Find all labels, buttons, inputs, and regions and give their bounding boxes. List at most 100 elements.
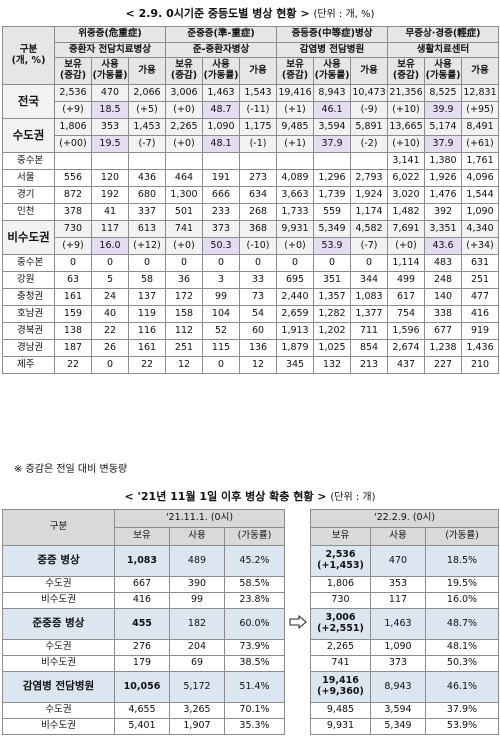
cell: 1,463 [202, 84, 240, 102]
cell [350, 152, 389, 170]
cell: 854 [350, 339, 389, 357]
cell: 373 [370, 655, 426, 672]
cell: 1,357 [313, 288, 352, 306]
cell: 455 [114, 608, 170, 640]
cell: 919 [461, 322, 500, 340]
cell: 437 [387, 356, 426, 374]
value: 1,463 [384, 617, 412, 629]
cell: 1,926 [424, 169, 463, 187]
cell: 104 [202, 305, 240, 323]
cell: 416 [114, 592, 170, 609]
cell: 16.0% [424, 592, 500, 609]
cell: 227 [424, 356, 463, 374]
cell: 13,665 [387, 118, 426, 136]
cell: 8,491 [461, 118, 500, 136]
title: < '21년 11월 1일 이후 병상 확충 현황 > (단위 : 개) [0, 488, 500, 504]
header-row: 구분 '21.11.1. (0시) '22.2.9. (0시) [2, 509, 500, 546]
column-header: 사용 (가동률) [91, 57, 129, 85]
cell: 136 [238, 339, 278, 357]
sub-row: 호남권 159 40 119 158 104 54 2,659 1,282 1,377 754 338… [2, 305, 500, 323]
row-label: 전국 [2, 84, 55, 119]
row-label: 감염병 전담병원 [2, 671, 115, 703]
cell: 1,913 [276, 322, 315, 340]
cell: 2,265 [310, 639, 371, 656]
header-row: 중환자 전담치료병상 준-중환자병상 감염병 전담병원 생활치료센터 [3, 42, 500, 58]
cell: (+0) [165, 237, 203, 255]
cell: 344 [350, 271, 389, 289]
cell: 634 [238, 186, 278, 204]
cell: 730 [54, 220, 92, 238]
cell: 37.9 [424, 135, 463, 153]
column-header: 보유 (증감) [276, 57, 315, 85]
cell: 353 [370, 576, 426, 593]
value: 470 [388, 554, 408, 566]
gap [284, 608, 311, 640]
row-label: 비수도권 [2, 220, 55, 255]
cell: 0 [202, 356, 240, 374]
cell [128, 152, 166, 170]
cell: 3,006 [165, 84, 203, 102]
cell: 1,739 [313, 186, 352, 204]
value: 3,594 [384, 704, 412, 716]
change-row: (+9) 16.0 (+12) (+0) 50.3 (-10) (+0) 53.9 (-7) (+… [3, 237, 500, 255]
cell: 112 [165, 322, 203, 340]
value: 16.0% [446, 594, 478, 606]
row-label: 수도권 [2, 118, 55, 153]
cell: 119 [128, 305, 166, 323]
cell: (+10) [387, 101, 426, 119]
cell: 21,356 [387, 84, 426, 102]
value: 50.3% [446, 657, 478, 669]
cell: 416 [461, 305, 500, 323]
column-header: (가동률) [224, 527, 285, 546]
cell: 43.6 [424, 237, 463, 255]
change: (+9,360) [317, 686, 364, 697]
cell: 116 [128, 322, 166, 340]
cell: 368 [238, 220, 278, 238]
cell: (-7) [128, 135, 166, 153]
cell: (-7) [350, 237, 389, 255]
corner: 구분 [2, 509, 115, 546]
bed-status-table: 구분 (개, %) 위중증(危重症) 준중증(準-重症) 중등증(中等症)병상 무증상·… [2, 26, 500, 374]
cell [202, 152, 240, 170]
period: '22.2.9. (0시) [309, 509, 500, 528]
cell: 1,436 [461, 339, 500, 357]
sub-row: 경기 872 192 680 1,300 666 634 3,663 1,739 1,924 3,0… [2, 186, 500, 204]
cell [54, 152, 92, 170]
value: 8,943 [384, 680, 412, 692]
cell: 48.1 [202, 135, 240, 153]
value: 48.7% [446, 617, 478, 629]
column-header: 보유 (증감) [387, 57, 426, 85]
cell: 4,582 [350, 220, 389, 238]
cell: 41 [91, 203, 129, 221]
cell: 741 [310, 655, 371, 672]
cell: 159 [54, 305, 92, 323]
cell: 69 [169, 655, 225, 672]
cell: 73 [238, 288, 278, 306]
cell: 39.9 [424, 101, 463, 119]
column-header: 가용 [461, 57, 500, 85]
header-row: 구분 (개, %) 위중증(危重症) 준중증(準-重症) 중등증(中等症)병상 무증상·… [2, 26, 500, 85]
cell: 132 [313, 356, 352, 374]
arrow-shape [289, 615, 307, 630]
cell: 117 [370, 592, 426, 609]
value: 2,265 [326, 641, 355, 653]
cell: 37.9 [313, 135, 352, 153]
column-header: 사용 (가동률) [202, 57, 240, 85]
row-label: 수도권 [2, 639, 115, 656]
cell: 741 [165, 220, 203, 238]
cell: 1,879 [276, 339, 315, 357]
cell: 2,536 (+1,453) [310, 545, 371, 577]
cell: 1,377 [350, 305, 389, 323]
cell: 373 [202, 220, 240, 238]
cell: 10,473 [350, 84, 389, 102]
cell: 70.1% [224, 702, 285, 719]
cell: 1,083 [350, 288, 389, 306]
cell: 1,806 [54, 118, 92, 136]
cell: 3,663 [276, 186, 315, 204]
cell: 0 [91, 356, 129, 374]
cell: (+1) [276, 135, 315, 153]
cell: 470 [91, 84, 129, 102]
value: 353 [388, 578, 408, 590]
cell: 0 [165, 254, 203, 272]
change: (+1,453) [317, 560, 364, 571]
